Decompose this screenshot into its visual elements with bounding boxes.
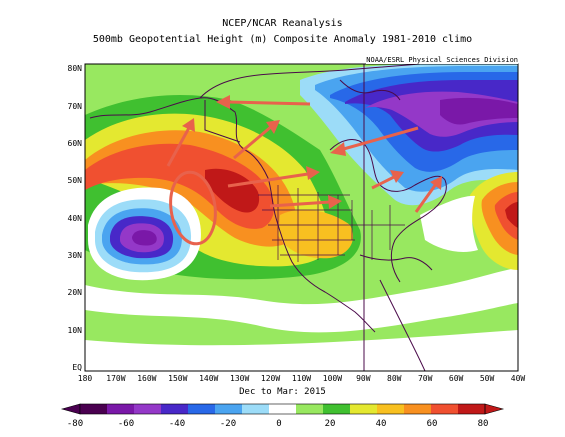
- colorbar-swatch: [215, 404, 243, 414]
- lon-label: 100W: [322, 374, 343, 383]
- lon-label: 160W: [137, 374, 157, 383]
- arrow-head: [330, 142, 346, 156]
- arrow-head: [328, 195, 342, 209]
- lon-label: 50W: [479, 374, 495, 383]
- lat-label: 40N: [67, 214, 82, 223]
- lon-label: 90W: [356, 374, 371, 383]
- arrow-head: [430, 176, 442, 190]
- colorbar-tick-label: 60: [426, 419, 438, 429]
- colorbar-swatch: [161, 404, 189, 414]
- neutral-zone-atlantic: [420, 195, 478, 252]
- coastlines: [89, 64, 447, 371]
- arrow-top-left: [227, 100, 311, 106]
- colorbar-swatch: [377, 404, 405, 414]
- arrow-alaska-up: [166, 125, 192, 167]
- lon-label: 110W: [291, 374, 312, 383]
- colorbar: [60, 403, 505, 415]
- arrow-mid-right: [227, 172, 309, 188]
- lon-label: 60W: [448, 374, 464, 383]
- lat-label: 80N: [67, 64, 82, 73]
- colorbar-tick-label: -40: [168, 419, 186, 429]
- colorbar-swatch: [134, 404, 162, 414]
- state-borders: [258, 185, 405, 262]
- colorbar-min-arrow: [60, 403, 81, 415]
- arrow-head: [216, 95, 230, 109]
- colorbar-frame: [79, 403, 486, 415]
- trough-core: [440, 97, 518, 125]
- arrow-ridge-up: [233, 124, 273, 160]
- colorbar-swatch: [242, 404, 270, 414]
- lat-label: 70N: [67, 102, 82, 111]
- lat-label: 50N: [67, 176, 82, 185]
- map-subtitle: 500mb Geopotential Height (m) Composite …: [92, 34, 473, 45]
- colorbar-tick-label: 80: [477, 419, 489, 429]
- colorbar-swatch: [188, 404, 216, 414]
- map-title: NCEP/NCAR Reanalysis: [222, 18, 343, 29]
- arrow-head: [306, 166, 320, 180]
- arrow-lower-right: [269, 200, 331, 208]
- lon-label: 40W: [510, 374, 526, 383]
- colorbar-swatch: [458, 404, 486, 414]
- colorbar-tick-label: 0: [276, 419, 282, 429]
- colorbar-max-arrow: [484, 403, 505, 415]
- lat-label: EQ: [72, 363, 82, 372]
- lat-label: 30N: [67, 251, 82, 260]
- lon-label: 130W: [230, 374, 250, 383]
- data-credit: NOAA/ESRL Physical Sciences Division: [366, 56, 518, 64]
- atlantic-positive-max: [505, 202, 518, 228]
- lon-label: 150W: [168, 374, 188, 383]
- lat-label: 20N: [67, 288, 82, 297]
- annotation-circle: [169, 170, 217, 246]
- colorbar-swatch: [431, 404, 459, 414]
- colorbar-tick-label: 20: [324, 419, 336, 429]
- arrow-head: [182, 118, 195, 132]
- colorbar-swatch: [296, 404, 324, 414]
- lon-label: 140W: [199, 374, 219, 383]
- lon-label: 170W: [106, 374, 126, 383]
- arrow-head: [390, 170, 404, 183]
- lon-label: 70W: [417, 374, 433, 383]
- central-us-positive: [278, 209, 354, 259]
- arrow-trough-in: [339, 126, 419, 152]
- ridge-max: [205, 168, 260, 213]
- ridge-core-red: [85, 143, 274, 229]
- arrow-trough-ne: [371, 174, 397, 190]
- arrow-head: [266, 120, 280, 134]
- colorbar-tick-label: -60: [117, 419, 135, 429]
- lon-label: 80W: [387, 374, 402, 383]
- colorbar-tick-label: 40: [375, 419, 387, 429]
- lat-label: 60N: [67, 139, 82, 148]
- plot-frame: [84, 63, 519, 372]
- lon-label: 120W: [260, 374, 281, 383]
- colorbar-swatch: [80, 404, 108, 414]
- annotations: [166, 95, 442, 246]
- lon-label: 180: [77, 374, 93, 383]
- arrow-east-up: [414, 183, 438, 213]
- colorbar-swatch: [350, 404, 378, 414]
- colorbar-tick-label: -20: [219, 419, 237, 429]
- colorbar-swatch: [269, 404, 297, 414]
- pacific-low-core: [132, 230, 157, 246]
- colorbar-swatch: [404, 404, 432, 414]
- colorbar-tick-label: -80: [66, 419, 84, 429]
- lat-label: 10N: [67, 326, 82, 335]
- colorbar-swatch: [323, 404, 351, 414]
- alaska-border: [204, 100, 241, 143]
- colorbar-swatch: [107, 404, 135, 414]
- period-label: Dec to Mar: 2015: [239, 387, 326, 397]
